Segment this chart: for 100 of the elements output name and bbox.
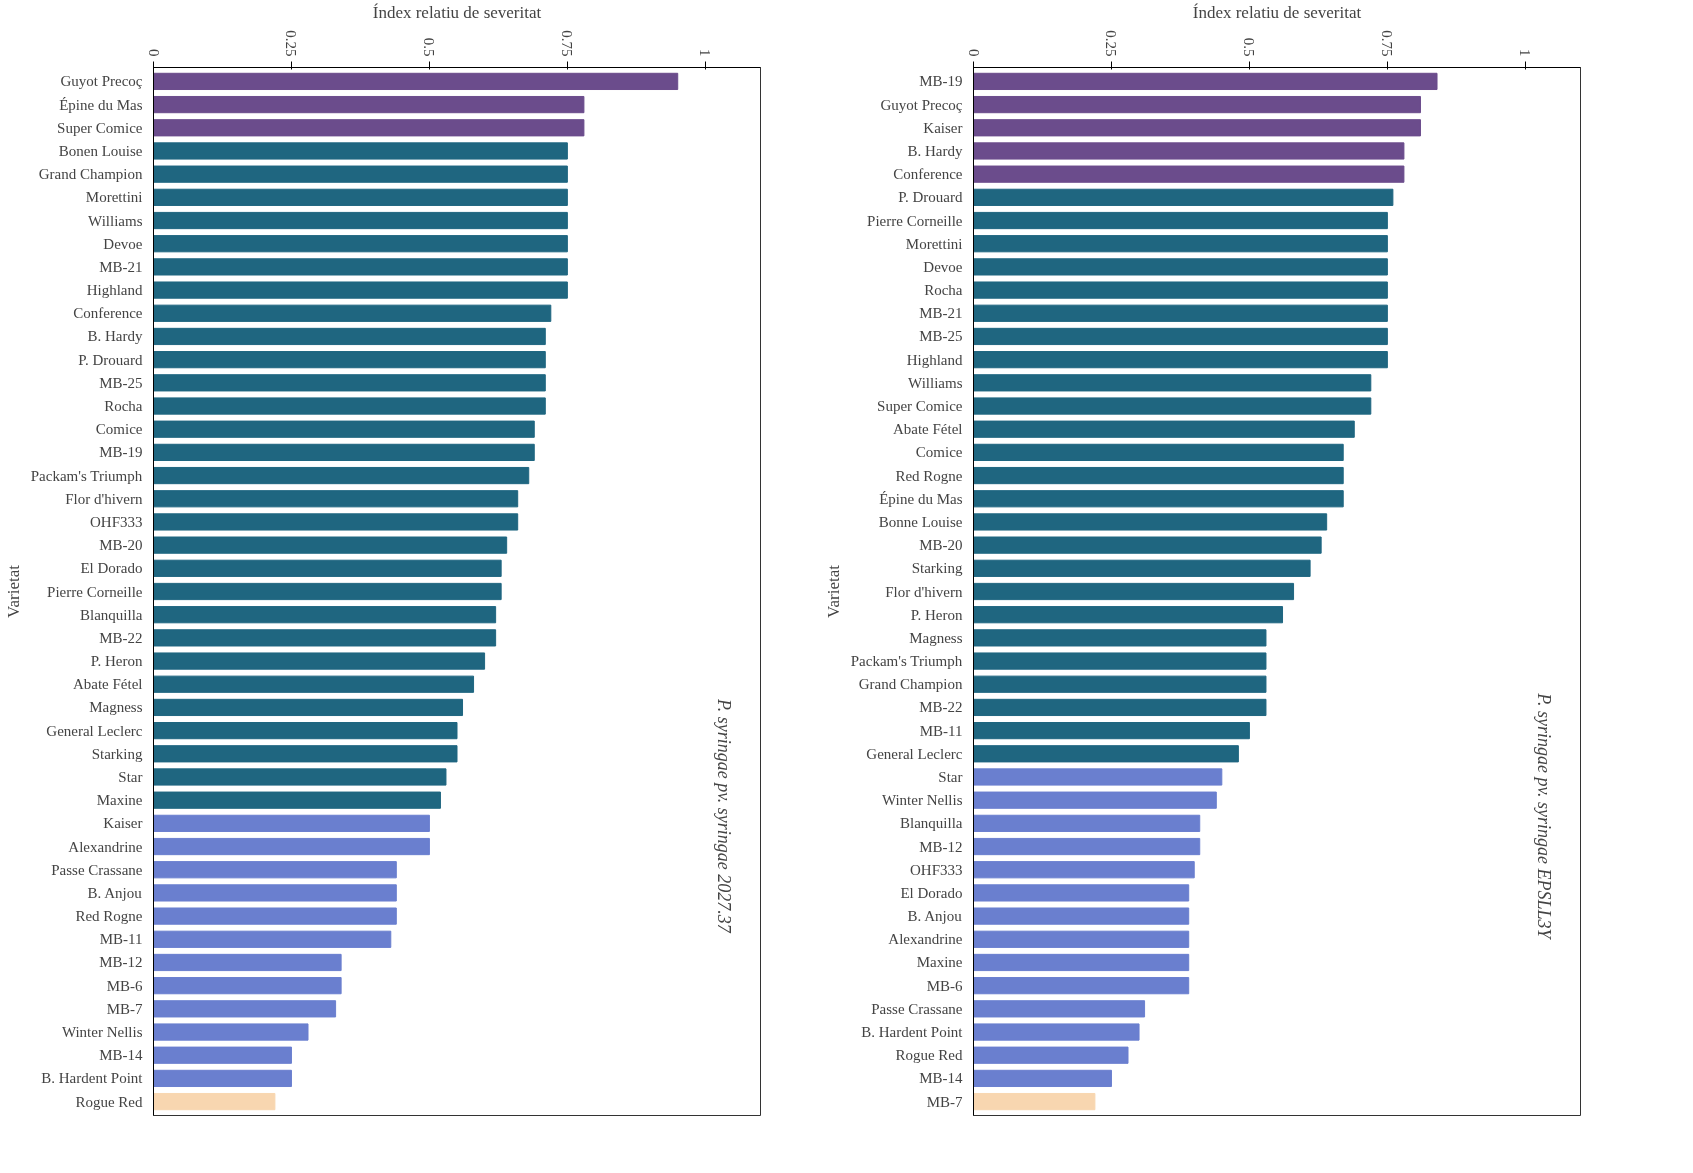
y-tick-label: Super Comice <box>57 119 143 136</box>
y-tick-label: B. Anjou <box>87 884 143 901</box>
bar <box>973 675 1267 693</box>
bar <box>973 606 1284 624</box>
bar <box>153 119 585 137</box>
y-tick-label: Bonen Louise <box>58 142 143 159</box>
bar <box>973 281 1388 299</box>
y-tick-label: MB-7 <box>106 1000 143 1017</box>
x-tick-label: 0 <box>965 49 982 57</box>
bar <box>973 722 1250 740</box>
bar <box>153 1092 276 1111</box>
bar <box>973 884 1190 902</box>
annotation: P. syringae pv. syringae EPSLL3Y <box>1534 692 1555 941</box>
bar <box>153 837 430 856</box>
y-tick-label: Guyot Precoç <box>60 73 143 90</box>
y-tick-label: Kaiser <box>923 119 963 136</box>
bar <box>153 582 502 601</box>
y-tick-label: Devoe <box>103 235 143 252</box>
bar <box>153 606 497 624</box>
bar <box>153 420 535 438</box>
bar <box>153 397 546 415</box>
x-tick-label: 0 <box>145 49 162 57</box>
x-tick-label: 0.25 <box>283 30 300 57</box>
x-tick-label: 0.25 <box>1103 30 1120 57</box>
y-tick-label: B. Hardent Point <box>41 1070 144 1087</box>
y-tick-label: Magness <box>89 699 143 716</box>
bar <box>973 142 1405 160</box>
bar <box>973 791 1217 809</box>
y-tick-label: Red Rogne <box>75 908 143 925</box>
y-tick-label: P. Drouard <box>898 189 963 206</box>
bar <box>973 188 1394 206</box>
bar <box>973 95 1421 114</box>
bar <box>973 327 1388 346</box>
y-tick-label: MB-25 <box>919 328 963 345</box>
y-tick-label: MB-21 <box>919 305 963 322</box>
y-tick-label: Devoe <box>923 258 963 275</box>
y-tick-label: B. Anjou <box>907 908 963 925</box>
bar <box>973 420 1355 438</box>
y-tick-label: Starking <box>911 560 963 577</box>
y-tick-label: OHF333 <box>89 513 143 530</box>
bar <box>153 791 441 809</box>
y-tick-label: P. Heron <box>910 606 963 623</box>
bar <box>973 861 1195 879</box>
bar <box>973 907 1190 925</box>
bar <box>153 466 530 485</box>
y-tick-label: Starking <box>91 745 143 762</box>
bar <box>973 466 1344 485</box>
bar <box>153 1023 309 1041</box>
y-tick-label: Passe Crassane <box>871 1000 963 1017</box>
y-tick-label: Pierre Corneille <box>867 212 963 229</box>
bar <box>973 397 1372 415</box>
y-tick-label: MB-25 <box>99 374 143 391</box>
y-tick-label: Rogue Red <box>75 1093 143 1110</box>
bar <box>153 814 430 832</box>
y-tick-label: Conference <box>893 166 963 183</box>
annotation: P. syringae pv. syringae 2027.37 <box>714 698 735 934</box>
x-axis-title: Índex relatiu de severitat <box>372 3 542 23</box>
y-tick-label: Blanquilla <box>900 815 963 832</box>
y-tick-label: MB-22 <box>919 699 963 716</box>
y-tick-label: Winter Nellis <box>61 1024 143 1041</box>
bar <box>153 675 475 693</box>
bar <box>973 629 1267 647</box>
bar <box>973 374 1372 392</box>
y-tick-label: MB-14 <box>919 1070 963 1087</box>
y-tick-label: Maxine <box>96 792 143 809</box>
bar <box>153 629 497 647</box>
bar <box>973 1000 1146 1018</box>
y-tick-label: Grand Champion <box>858 676 963 693</box>
y-tick-label: Grand Champion <box>38 166 143 183</box>
y-axis-title: Varietat <box>3 564 23 618</box>
bar <box>153 652 486 670</box>
bar <box>973 1069 1112 1088</box>
y-tick-label: MB-14 <box>99 1047 143 1064</box>
bar <box>973 72 1438 91</box>
y-tick-label: Packam's Triumph <box>30 467 143 484</box>
bar <box>973 513 1328 531</box>
bar <box>153 907 397 925</box>
bar <box>973 211 1388 230</box>
y-tick-label: B. Hardy <box>907 142 963 159</box>
y-tick-label: Alexandrine <box>68 838 143 855</box>
bar <box>153 1069 292 1088</box>
bar <box>153 374 546 392</box>
y-tick-label: OHF333 <box>909 861 963 878</box>
y-tick-label: Star <box>118 768 143 785</box>
bar <box>153 930 392 948</box>
bar <box>153 211 568 230</box>
x-tick-label: 0.75 <box>559 30 576 57</box>
y-tick-label: Guyot Precoç <box>880 96 963 113</box>
bar <box>153 861 397 879</box>
y-tick-label: MB-19 <box>99 444 143 461</box>
bar <box>153 559 502 577</box>
y-tick-label: Magness <box>909 629 963 646</box>
y-tick-label: B. Hardy <box>87 328 143 345</box>
bar <box>973 490 1344 508</box>
bar <box>153 513 519 531</box>
bar <box>973 930 1190 948</box>
y-tick-label: Abate Fétel <box>892 421 963 438</box>
bar <box>153 188 568 206</box>
bar <box>153 1046 292 1064</box>
bar <box>973 1046 1129 1064</box>
